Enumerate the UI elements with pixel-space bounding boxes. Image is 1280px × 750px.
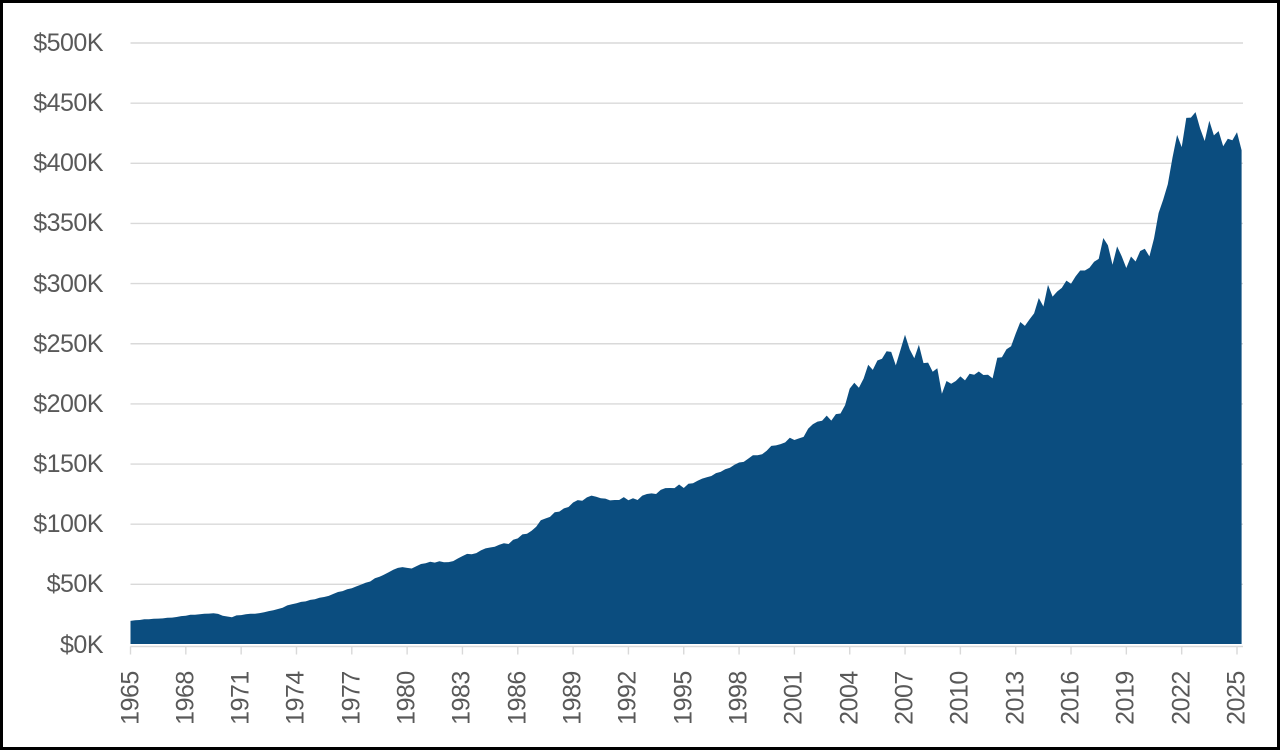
y-tick-label: $150K [33, 450, 103, 479]
x-tick-label: 1965 [116, 671, 144, 725]
x-axis-ticks [129, 646, 1238, 655]
y-tick-label: $300K [33, 269, 103, 298]
y-tick-label: $450K [33, 89, 103, 118]
x-tick-label: 1974 [281, 671, 310, 725]
x-tick-label: 2013 [1001, 671, 1030, 725]
y-tick-label: $400K [33, 149, 103, 178]
x-tick-label: 1989 [558, 671, 587, 725]
x-tick-label: 2022 [1167, 671, 1196, 725]
x-tick-label: 1992 [613, 671, 642, 725]
x-tick-label: 2007 [890, 671, 919, 725]
y-tick-label: $500K [33, 29, 103, 57]
y-tick-label: $50K [46, 570, 104, 599]
x-tick-label: 2019 [1111, 671, 1140, 725]
x-tick-label: 2010 [945, 671, 974, 725]
y-tick-label: $250K [33, 329, 103, 358]
x-tick-label: 1977 [337, 671, 366, 725]
y-tick-label: $200K [33, 389, 103, 418]
y-tick-label: $0K [60, 630, 103, 659]
y-tick-label: $350K [33, 209, 103, 238]
x-tick-label: 1995 [669, 671, 698, 725]
x-tick-label: 1986 [503, 671, 532, 725]
x-tick-label: 1998 [724, 671, 753, 725]
x-tick-label: 1980 [392, 671, 421, 725]
y-tick-label: $100K [33, 510, 103, 539]
x-tick-label: 2016 [1056, 671, 1085, 725]
x-tick-label: 2004 [835, 671, 864, 725]
median-price-area-chart [129, 42, 1243, 655]
y-gridlines [130, 42, 1243, 648]
x-tick-label: 1968 [171, 671, 200, 725]
area-series [130, 112, 1242, 645]
x-tick-label: 1983 [447, 671, 476, 725]
x-tick-label: 2025 [1222, 671, 1251, 725]
x-tick-label: 2001 [779, 671, 808, 725]
x-tick-label: 1971 [226, 671, 255, 725]
